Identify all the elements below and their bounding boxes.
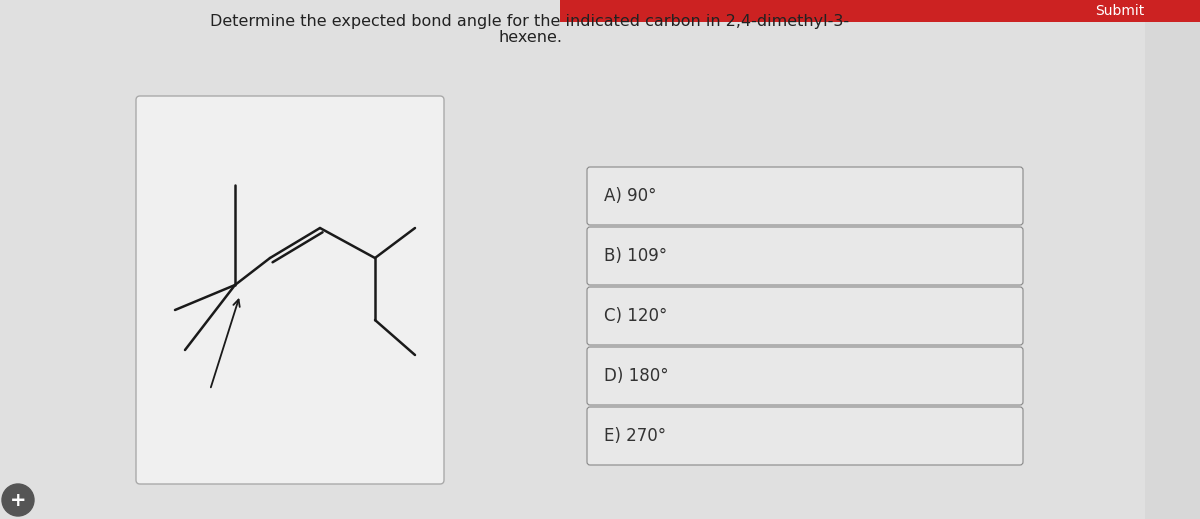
Text: Submit: Submit bbox=[1096, 4, 1145, 18]
FancyBboxPatch shape bbox=[587, 167, 1022, 225]
FancyBboxPatch shape bbox=[0, 0, 1145, 519]
FancyBboxPatch shape bbox=[587, 407, 1022, 465]
Text: Determine the expected bond angle for the indicated carbon in 2,4-dimethyl-3-: Determine the expected bond angle for th… bbox=[210, 14, 850, 29]
Text: +: + bbox=[10, 490, 26, 510]
Text: B) 109°: B) 109° bbox=[604, 247, 667, 265]
FancyBboxPatch shape bbox=[587, 347, 1022, 405]
Text: E) 270°: E) 270° bbox=[604, 427, 666, 445]
FancyBboxPatch shape bbox=[587, 287, 1022, 345]
Circle shape bbox=[2, 484, 34, 516]
Bar bbox=[560, 0, 1200, 22]
Text: hexene.: hexene. bbox=[498, 30, 562, 45]
Text: D) 180°: D) 180° bbox=[604, 367, 668, 385]
Text: C) 120°: C) 120° bbox=[604, 307, 667, 325]
FancyBboxPatch shape bbox=[136, 96, 444, 484]
Text: A) 90°: A) 90° bbox=[604, 187, 656, 205]
FancyBboxPatch shape bbox=[587, 227, 1022, 285]
